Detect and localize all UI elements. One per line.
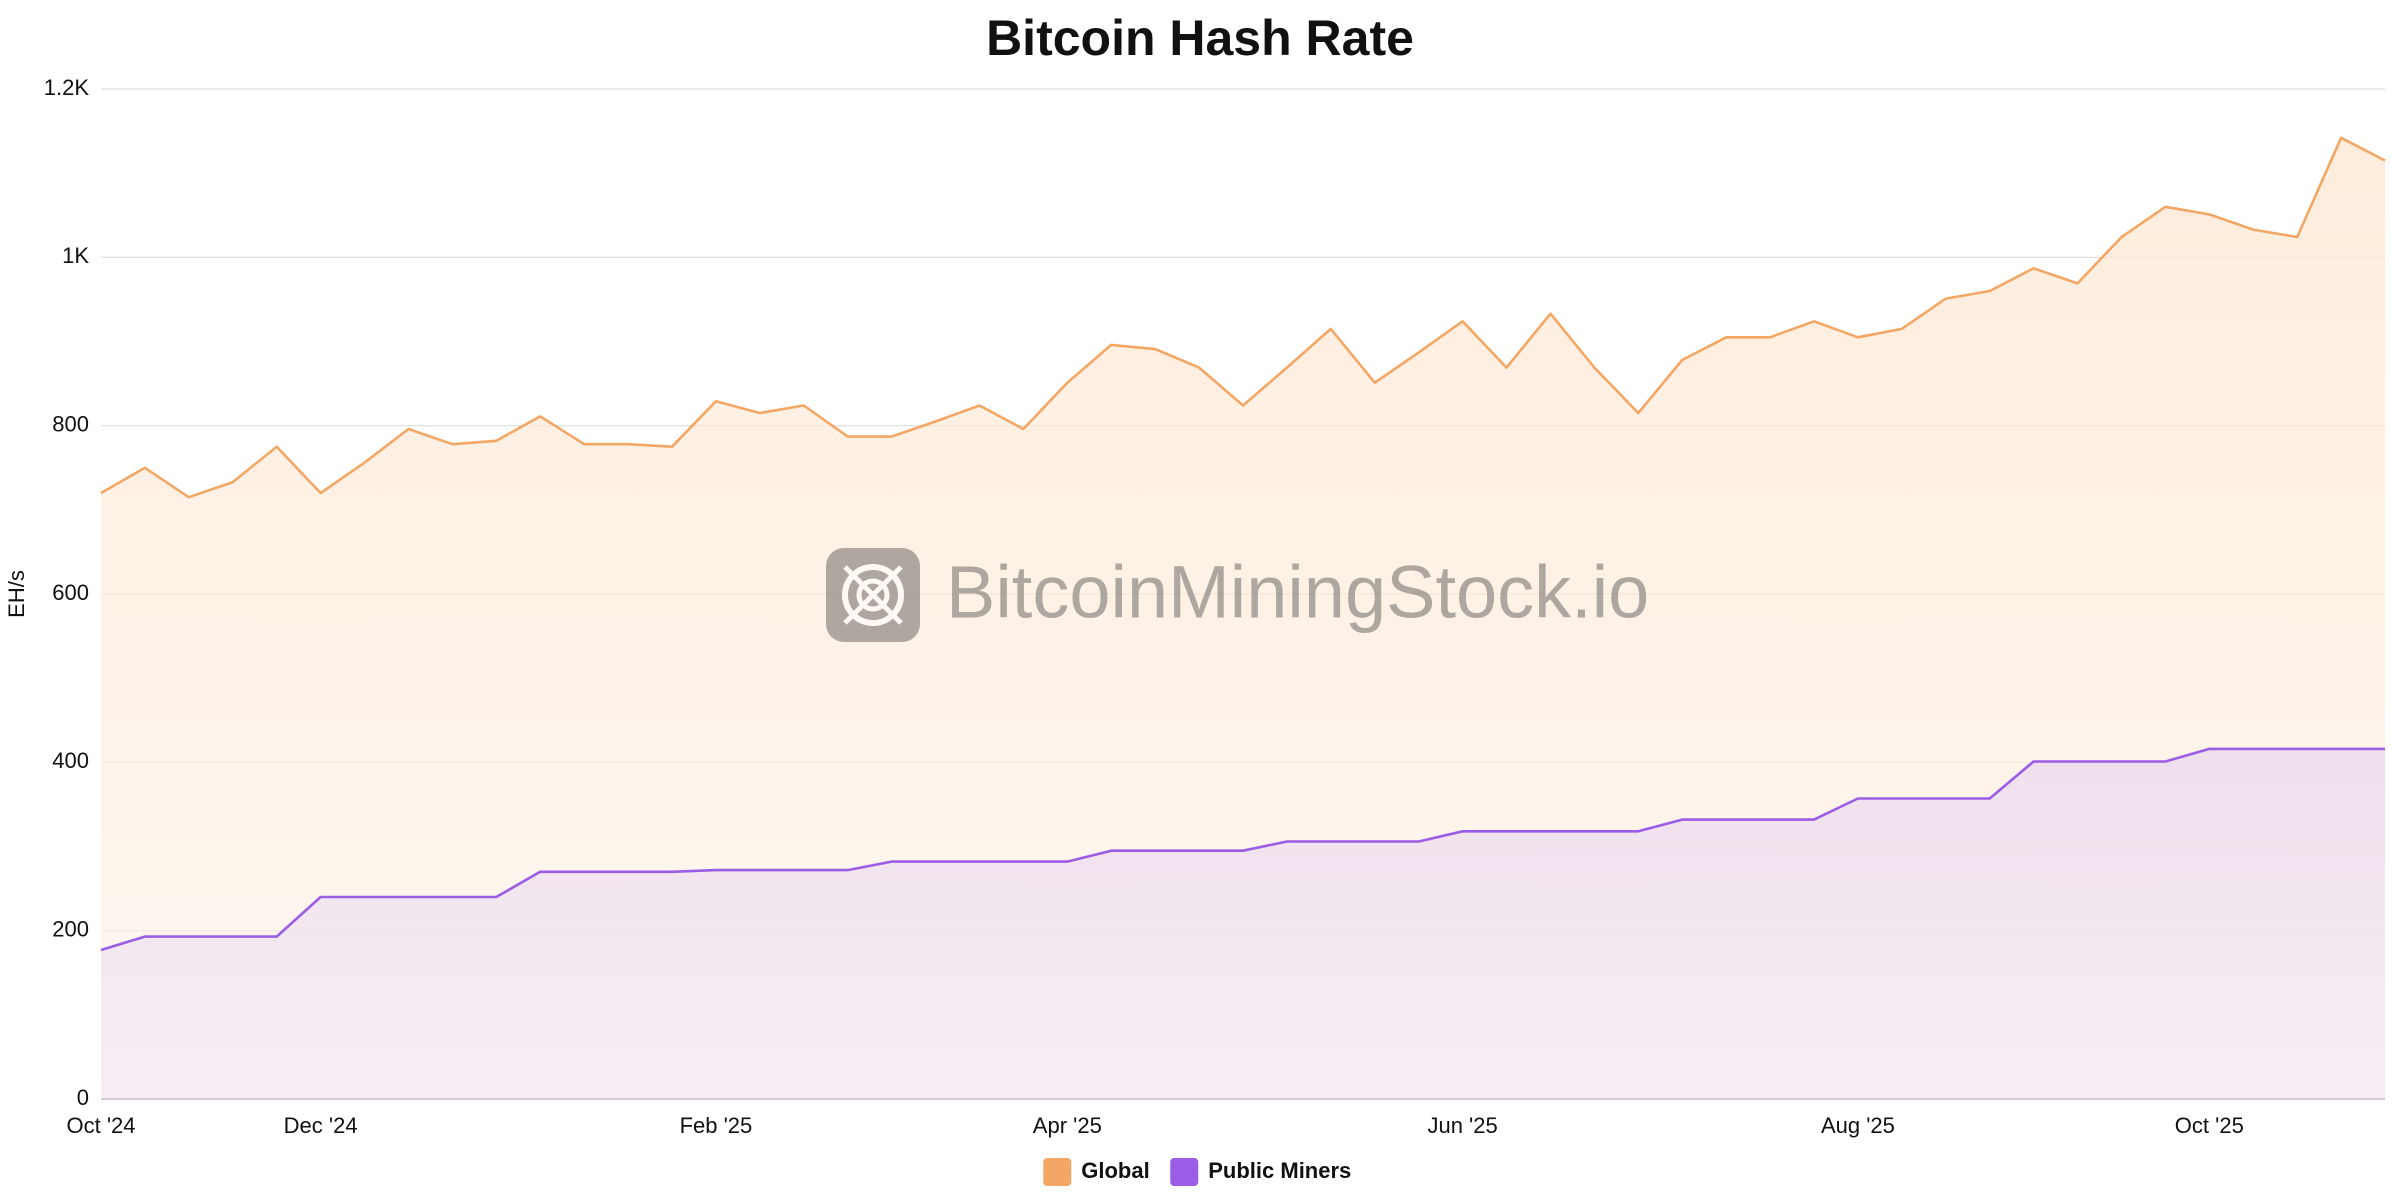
- watermark: BitcoinMiningStock.io: [826, 548, 1649, 642]
- y-tick-label: 200: [52, 916, 89, 941]
- watermark-icon-ring: [842, 564, 904, 626]
- y-axis-label: EH/s: [4, 570, 29, 618]
- area-fill: [101, 748, 2385, 1099]
- legend-swatch: [1043, 1158, 1072, 1186]
- x-tick-label: Oct '24: [66, 1113, 135, 1138]
- x-tick-label: Dec '24: [284, 1113, 358, 1138]
- y-tick-label: 1.2K: [44, 75, 90, 100]
- watermark-icon-core: [856, 578, 890, 612]
- legend-label: Public Miners: [1208, 1158, 1351, 1183]
- x-tick-label: Jun '25: [1427, 1113, 1497, 1138]
- watermark-icon-cross: [843, 565, 903, 625]
- y-tick-label: 800: [52, 411, 89, 436]
- y-tick-label: 1K: [62, 243, 89, 268]
- chart-title: Bitcoin Hash Rate: [986, 10, 1414, 66]
- legend-swatch: [1170, 1158, 1199, 1186]
- y-tick-label: 400: [52, 748, 89, 773]
- series-line: [100, 747, 2385, 952]
- x-tick-label: Oct '25: [2175, 1113, 2244, 1138]
- legend: Global Public Miners: [1043, 1158, 1351, 1186]
- legend-label: Global: [1081, 1158, 1149, 1183]
- watermark-text: BitcoinMiningStock.io: [946, 551, 1649, 634]
- x-tick-label: Feb '25: [680, 1113, 753, 1138]
- y-tick-label: 0: [77, 1085, 89, 1110]
- y-tick-label: 600: [52, 580, 89, 605]
- plot-area: 0 200 400 600 800 1K 1.2K Oct '24 Dec '24 Feb '25…: [44, 75, 2386, 1138]
- x-tick-label: Aug '25: [1821, 1113, 1895, 1138]
- series-line: [100, 136, 2386, 499]
- x-tick-label: Apr '25: [1033, 1113, 1102, 1138]
